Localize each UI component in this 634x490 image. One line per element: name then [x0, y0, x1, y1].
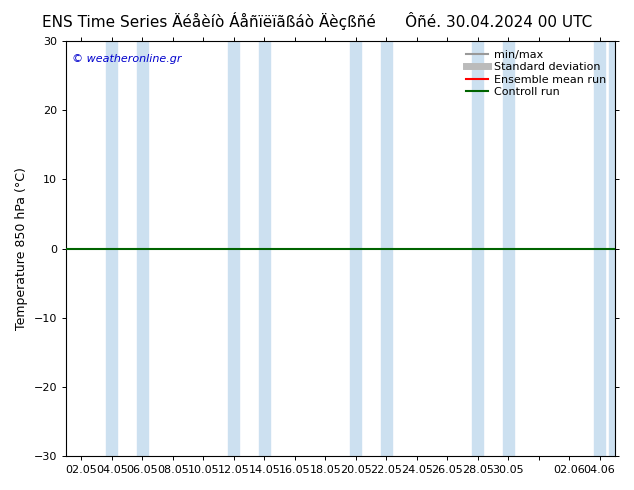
- Bar: [380, 41, 392, 456]
- Bar: [350, 41, 361, 456]
- Bar: [107, 41, 117, 456]
- Text: © weatheronline.gr: © weatheronline.gr: [72, 54, 181, 64]
- Bar: [137, 41, 148, 456]
- Bar: [228, 41, 239, 456]
- Legend: min/max, Standard deviation, Ensemble mean run, Controll run: min/max, Standard deviation, Ensemble me…: [463, 47, 609, 100]
- Bar: [503, 41, 514, 456]
- Text: ENS Time Series Äéåèíò Áåñïëïãßáò Äèçßñé      Ôñé. 30.04.2024 00 UTC: ENS Time Series Äéåèíò Áåñïëïãßáò Äèçßñé…: [42, 12, 592, 30]
- Bar: [594, 41, 605, 456]
- Y-axis label: Temperature 850 hPa (°C): Temperature 850 hPa (°C): [15, 167, 28, 330]
- Bar: [259, 41, 269, 456]
- Bar: [472, 41, 483, 456]
- Bar: [609, 41, 620, 456]
